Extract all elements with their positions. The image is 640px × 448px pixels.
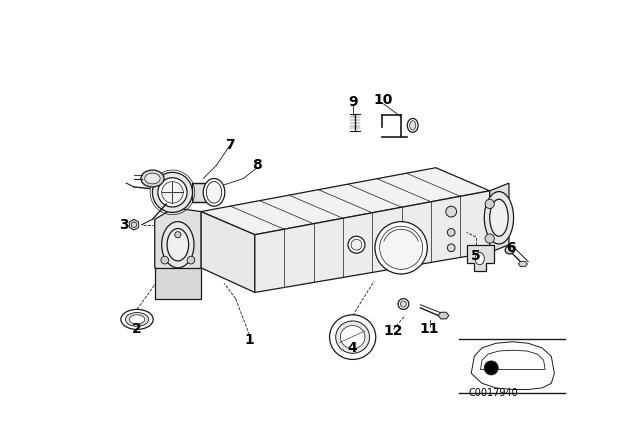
Text: 11: 11 bbox=[420, 323, 440, 336]
Ellipse shape bbox=[336, 321, 369, 353]
Ellipse shape bbox=[125, 313, 148, 326]
Ellipse shape bbox=[401, 301, 406, 307]
Ellipse shape bbox=[204, 178, 225, 206]
Ellipse shape bbox=[161, 256, 168, 264]
Polygon shape bbox=[467, 245, 493, 271]
Ellipse shape bbox=[121, 310, 153, 329]
Ellipse shape bbox=[505, 246, 515, 254]
Text: C0017940: C0017940 bbox=[468, 388, 518, 397]
Text: 3: 3 bbox=[119, 218, 129, 232]
Ellipse shape bbox=[485, 199, 494, 208]
Ellipse shape bbox=[485, 234, 494, 243]
Ellipse shape bbox=[141, 170, 164, 187]
Text: 2: 2 bbox=[132, 323, 142, 336]
Ellipse shape bbox=[340, 326, 365, 349]
Ellipse shape bbox=[129, 315, 145, 324]
Ellipse shape bbox=[446, 206, 456, 217]
Ellipse shape bbox=[330, 315, 376, 359]
Ellipse shape bbox=[348, 236, 365, 253]
Ellipse shape bbox=[167, 228, 189, 261]
Polygon shape bbox=[481, 350, 545, 370]
Circle shape bbox=[484, 361, 498, 375]
Text: 9: 9 bbox=[348, 95, 358, 108]
Ellipse shape bbox=[162, 181, 183, 203]
Ellipse shape bbox=[145, 173, 160, 184]
Ellipse shape bbox=[206, 181, 221, 203]
Polygon shape bbox=[201, 168, 490, 235]
Ellipse shape bbox=[380, 226, 422, 269]
Polygon shape bbox=[438, 312, 449, 319]
Ellipse shape bbox=[447, 244, 455, 252]
Polygon shape bbox=[155, 208, 201, 277]
Ellipse shape bbox=[152, 172, 193, 212]
Ellipse shape bbox=[162, 222, 194, 268]
Ellipse shape bbox=[484, 192, 513, 244]
Polygon shape bbox=[490, 183, 509, 252]
Ellipse shape bbox=[447, 228, 455, 236]
Text: 7: 7 bbox=[225, 138, 234, 151]
Text: 4: 4 bbox=[348, 341, 358, 355]
Polygon shape bbox=[518, 261, 527, 267]
Text: 1: 1 bbox=[244, 333, 254, 347]
Polygon shape bbox=[193, 183, 216, 202]
Text: 10: 10 bbox=[374, 93, 393, 107]
Polygon shape bbox=[471, 342, 554, 389]
Ellipse shape bbox=[407, 118, 418, 132]
Text: 8: 8 bbox=[252, 159, 262, 172]
Polygon shape bbox=[155, 268, 201, 299]
Polygon shape bbox=[255, 191, 490, 293]
Ellipse shape bbox=[158, 178, 187, 207]
Ellipse shape bbox=[375, 222, 428, 274]
Polygon shape bbox=[201, 211, 255, 293]
Ellipse shape bbox=[351, 239, 362, 250]
Ellipse shape bbox=[475, 252, 484, 265]
Text: 6: 6 bbox=[506, 241, 516, 255]
Ellipse shape bbox=[490, 199, 508, 236]
Ellipse shape bbox=[410, 121, 416, 130]
Ellipse shape bbox=[175, 232, 181, 238]
Polygon shape bbox=[129, 220, 139, 230]
Text: 5: 5 bbox=[471, 249, 481, 263]
Text: 12: 12 bbox=[384, 324, 403, 338]
Ellipse shape bbox=[398, 299, 409, 310]
Ellipse shape bbox=[187, 256, 195, 264]
